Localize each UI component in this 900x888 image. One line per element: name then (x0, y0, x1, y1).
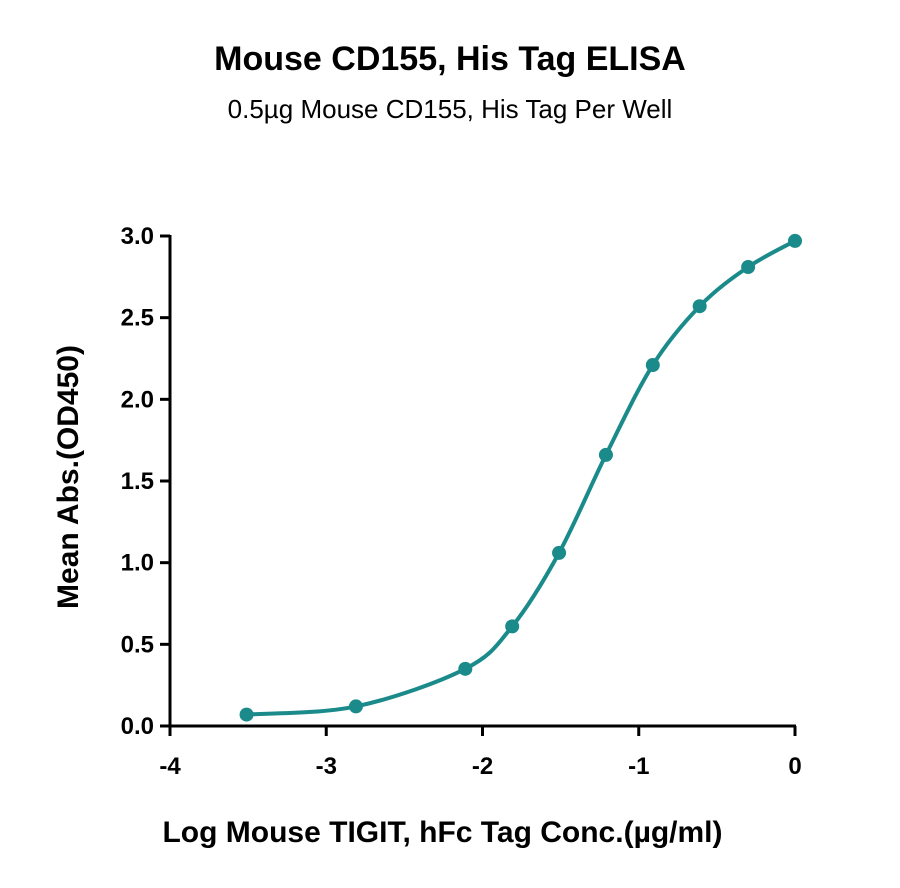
data-point (348, 699, 363, 714)
fit-curve (246, 239, 796, 717)
axes: 0.0 0.5 1.0 1.5 2.0 2.5 3.0 -4 -3 -2 -1 0 (121, 223, 802, 780)
x-tick-label: -4 (159, 753, 181, 780)
data-point (598, 447, 613, 462)
y-tick-label: 0.0 (121, 713, 154, 740)
fit-curve-layer (246, 239, 796, 717)
y-tick-label: 1.5 (121, 468, 154, 495)
y-axis-label: Mean Abs.(OD450) (52, 345, 85, 609)
chart-subtitle: 0.5µg Mouse CD155, His Tag Per Well (227, 94, 673, 124)
chart-title: Mouse CD155, His Tag ELISA (214, 40, 686, 78)
x-axis-label: Log Mouse TIGIT, hFc Tag Conc.(µg/ml) (162, 816, 722, 849)
axis-labels-layer: Log Mouse TIGIT, hFc Tag Conc.(µg/ml) Mea… (52, 345, 723, 849)
y-tick-label: 2.0 (121, 386, 154, 413)
y-tick-label: 0.5 (121, 631, 154, 658)
data-point (552, 545, 567, 560)
data-point (239, 707, 254, 722)
x-tick-label: 0 (788, 753, 801, 780)
x-tick-label: -1 (628, 753, 649, 780)
y-tick-label: 3.0 (121, 223, 154, 250)
data-point (692, 299, 707, 314)
data-point (645, 358, 660, 373)
y-tick-label: 1.0 (121, 550, 154, 577)
x-tick-label: -3 (316, 753, 337, 780)
data-point (741, 260, 756, 275)
x-tick-label: -2 (472, 753, 493, 780)
y-tick-label: 2.5 (121, 305, 154, 332)
data-point (458, 661, 473, 676)
data-points-layer (239, 233, 802, 722)
data-point (788, 233, 802, 248)
data-point (505, 619, 520, 634)
